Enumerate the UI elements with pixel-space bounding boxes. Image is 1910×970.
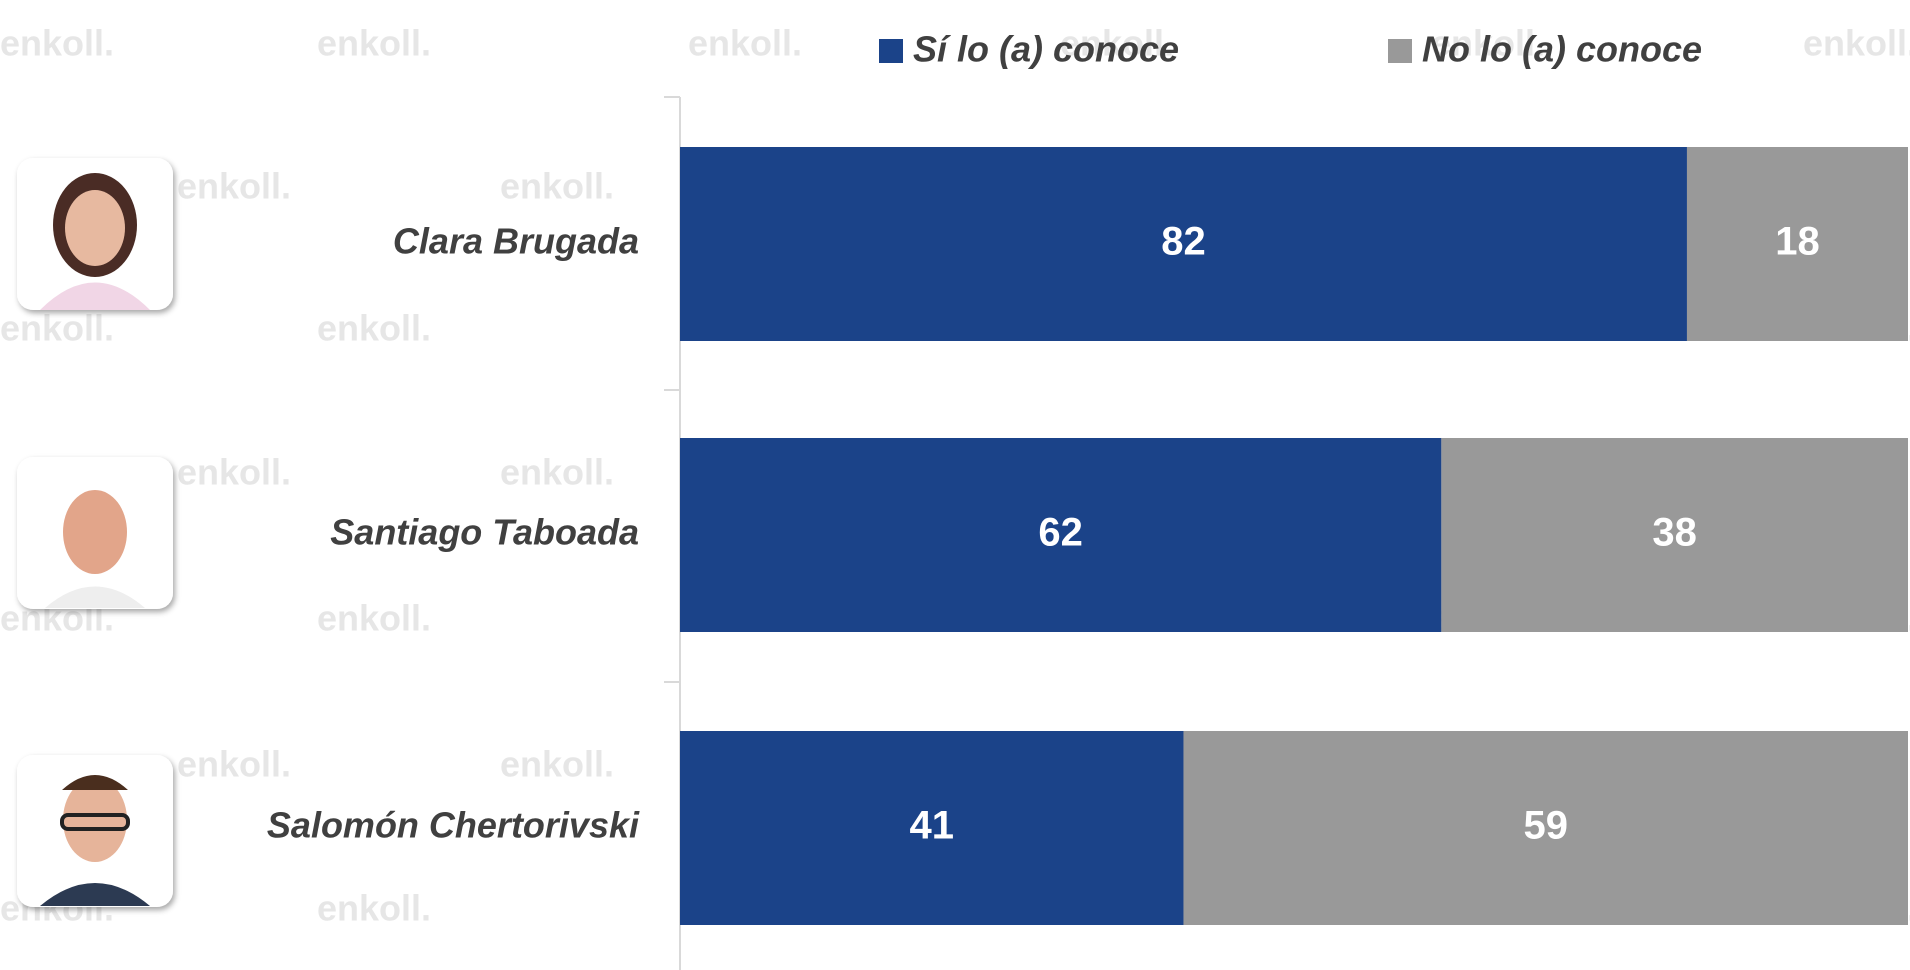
legend-swatch bbox=[1388, 39, 1412, 63]
watermark: enkoll. bbox=[500, 452, 614, 493]
bar-segment bbox=[1183, 731, 1908, 925]
watermark: enkoll. bbox=[317, 308, 431, 349]
bar-segment bbox=[680, 438, 1442, 632]
category-label: Santiago Taboada bbox=[330, 512, 639, 553]
watermark: enkoll. bbox=[317, 598, 431, 639]
data-label: 82 bbox=[1161, 220, 1206, 264]
watermark: enkoll. bbox=[500, 166, 614, 207]
legend-label: No lo (a) conoce bbox=[1422, 29, 1702, 70]
bar-segment bbox=[1686, 147, 1908, 341]
data-label: 41 bbox=[909, 804, 954, 848]
axis bbox=[664, 96, 681, 970]
photo bbox=[17, 158, 173, 310]
watermark: enkoll. bbox=[0, 308, 114, 349]
watermark: enkoll. bbox=[0, 23, 114, 64]
data-label: 62 bbox=[1038, 511, 1083, 555]
watermark: enkoll. bbox=[317, 888, 431, 929]
watermark: enkoll. bbox=[1060, 23, 1174, 64]
category-label: Salomón Chertorivski bbox=[267, 805, 640, 846]
data-label: 59 bbox=[1523, 804, 1568, 848]
watermark: enkoll. bbox=[500, 744, 614, 785]
watermark: enkoll. bbox=[177, 166, 291, 207]
watermark: enkoll. bbox=[688, 23, 802, 64]
watermark: enkoll. bbox=[317, 23, 431, 64]
bar-segment bbox=[1441, 438, 1908, 632]
legend-label: Sí lo (a) conoce bbox=[913, 29, 1179, 70]
watermark: enkoll. bbox=[177, 744, 291, 785]
photo bbox=[17, 457, 173, 609]
watermark: enkoll. bbox=[1803, 23, 1910, 64]
bar-segment bbox=[680, 731, 1184, 925]
watermark: enkoll. bbox=[1431, 23, 1545, 64]
photos bbox=[17, 158, 173, 907]
category-label: Clara Brugada bbox=[393, 221, 639, 262]
bar-segment bbox=[680, 147, 1687, 341]
watermark: enkoll. bbox=[177, 452, 291, 493]
photo bbox=[17, 755, 173, 907]
data-label: 38 bbox=[1652, 511, 1697, 555]
data-label: 18 bbox=[1775, 220, 1820, 264]
legend-swatch bbox=[879, 39, 903, 63]
